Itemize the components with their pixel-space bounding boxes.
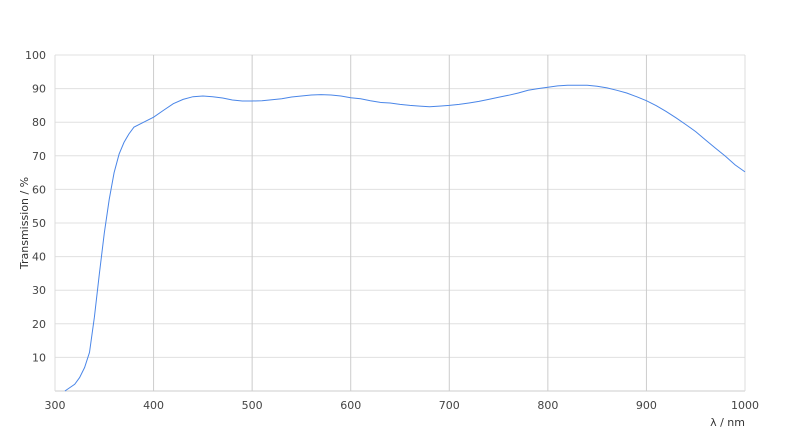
x-tick-label: 800 — [537, 399, 558, 412]
x-tick-label: 400 — [143, 399, 164, 412]
x-tick-label: 700 — [439, 399, 460, 412]
y-tick-label: 100 — [25, 49, 46, 62]
x-tick-label: 500 — [242, 399, 263, 412]
y-tick-label: 70 — [32, 150, 46, 163]
y-tick-label: 50 — [32, 217, 46, 230]
y-tick-label: 60 — [32, 183, 46, 196]
y-tick-label: 10 — [32, 351, 46, 364]
y-tick-label: 80 — [32, 116, 46, 129]
y-tick-label: 40 — [32, 251, 46, 264]
series-line — [64, 84, 746, 392]
grid — [54, 54, 746, 392]
x-tick-label: 300 — [45, 399, 66, 412]
y-tick-label: 20 — [32, 318, 46, 331]
tick-labels: 10 20 30 40 50 60 70 80 90 100 300 400 500 600 700 800 9… — [25, 49, 759, 412]
x-tick-label: 600 — [340, 399, 361, 412]
x-axis-label: λ / nm — [710, 416, 745, 429]
x-tick-label: 900 — [636, 399, 657, 412]
y-tick-label: 30 — [32, 284, 46, 297]
y-tick-label: 90 — [32, 83, 46, 96]
y-axis-label: Transmission / % — [18, 177, 31, 270]
x-tick-label: 1000 — [731, 399, 759, 412]
